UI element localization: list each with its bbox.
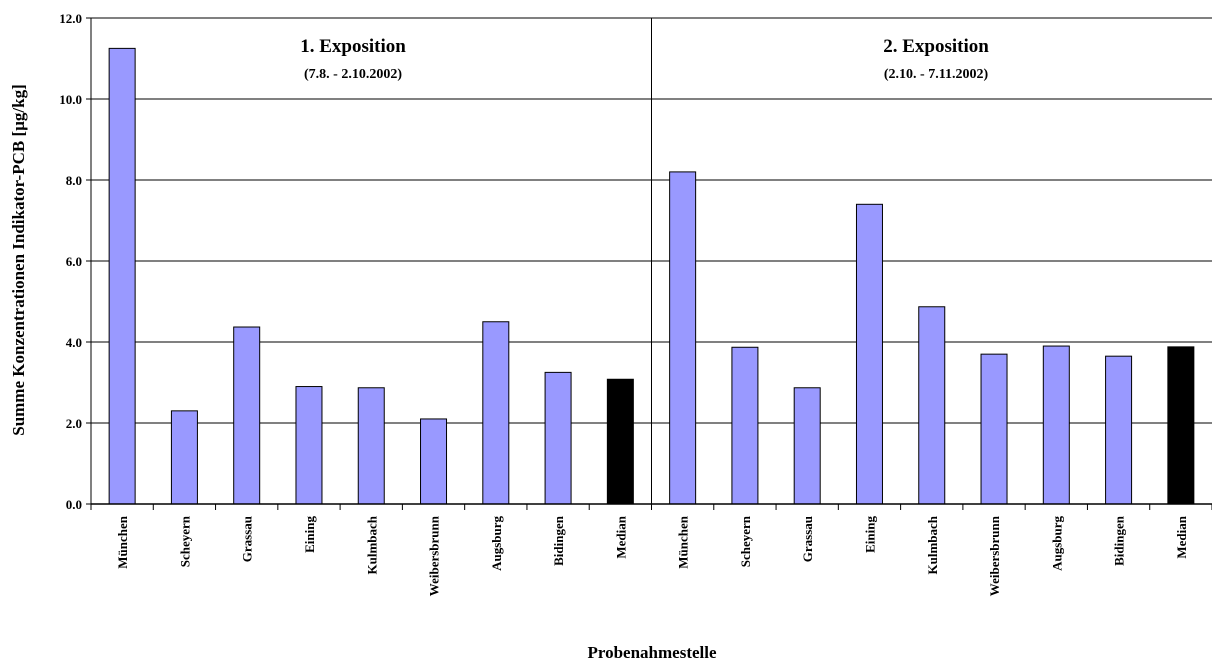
x-tick-label: Median [613, 515, 628, 558]
y-tick-label: 10.0 [59, 92, 82, 107]
x-tick-label: Augsburg [489, 516, 504, 571]
median-bar [606, 378, 634, 505]
y-tick-label: 2.0 [66, 416, 82, 431]
bar [170, 410, 198, 505]
x-tick-label: Kulmbach [364, 515, 379, 574]
bar [357, 387, 385, 505]
x-tick-label: Weibersbrunn [427, 515, 442, 596]
bar [918, 306, 946, 505]
y-tick-label: 6.0 [66, 254, 82, 269]
y-tick-label: 12.0 [59, 11, 82, 26]
x-tick-label: Bidingen [551, 515, 566, 566]
bar [1042, 345, 1070, 505]
x-tick-label: Eining [302, 516, 317, 553]
y-tick-label: 8.0 [66, 173, 82, 188]
panel-1-title: 1. Exposition [300, 36, 406, 57]
bar [482, 321, 510, 505]
x-tick-label: Grassau [800, 516, 815, 562]
bar [233, 326, 261, 505]
bars [108, 47, 1195, 505]
x-tick-label: Eining [862, 516, 877, 553]
x-tick-label: Grassau [240, 516, 255, 562]
y-tick-label: 4.0 [66, 335, 82, 350]
y-tick-labels: 0.0 2.0 4.0 6.0 8.0 10.0 12.0 [59, 11, 82, 512]
bar [731, 346, 759, 505]
panel-1-subtitle: (7.8. - 2.10.2002) [304, 67, 402, 82]
x-tick-label: München [115, 515, 130, 569]
panel-2-subtitle: (2.10. - 7.11.2002) [884, 67, 989, 82]
bar [420, 418, 448, 505]
axes [86, 17, 1212, 510]
x-tick-label: Median [1174, 515, 1189, 558]
x-tick-label: Scheyern [738, 515, 753, 567]
bar [295, 386, 323, 505]
x-tick-label: Bidingen [1112, 515, 1127, 566]
x-tick-label: Scheyern [177, 515, 192, 567]
median-bar [1167, 346, 1195, 505]
x-tick-label: Weibersbrunn [987, 515, 1002, 596]
x-tick-labels: München Scheyern Grassau Eining Kulmbach Weib… [115, 515, 1189, 596]
x-axis-title: Probenahmestelle [587, 643, 717, 662]
panel-titles: 1. Exposition (7.8. - 2.10.2002) 2. Expo… [300, 36, 989, 82]
bar [1105, 355, 1133, 505]
y-tick-label: 0.0 [66, 497, 82, 512]
bar [544, 371, 572, 505]
x-tick-label: München [676, 515, 691, 569]
panel-2-title: 2. Exposition [883, 36, 989, 57]
y-axis-title: Summe Konzentrationen Indikator-PCB [µg/… [9, 84, 28, 436]
bar [669, 171, 697, 505]
x-tick-label: Kulmbach [925, 515, 940, 574]
x-tick-label: Augsburg [1049, 516, 1064, 571]
bar [980, 353, 1008, 505]
bar [855, 203, 883, 505]
bar [108, 47, 136, 505]
bar [793, 387, 821, 505]
